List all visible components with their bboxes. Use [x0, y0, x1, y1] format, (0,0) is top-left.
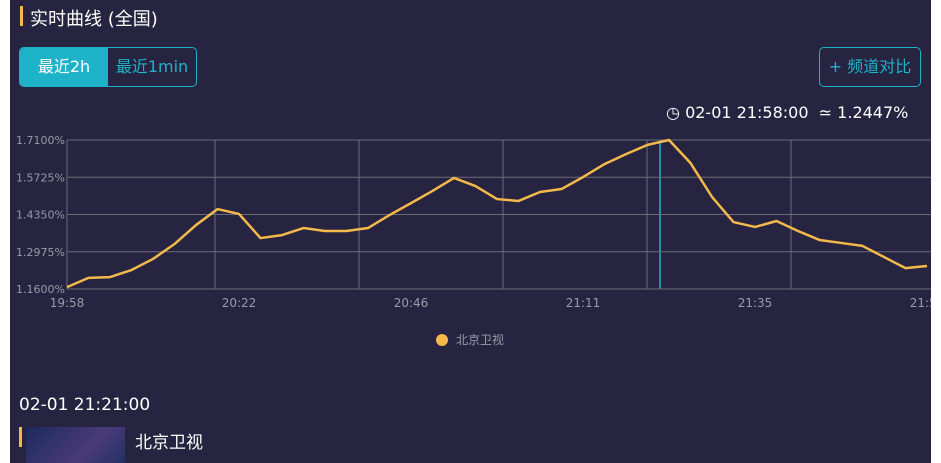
status-value: 1.2447% — [837, 103, 909, 122]
y-tick-label: 1.4350% — [16, 209, 65, 222]
x-tick-label: 20:46 — [394, 296, 429, 310]
y-tick-label: 1.2975% — [16, 246, 65, 259]
x-tick-label: 20:22 — [222, 296, 257, 310]
series-line — [66, 138, 928, 289]
detail-time: 02-01 21:21:00 — [19, 395, 151, 415]
legend-marker — [436, 334, 448, 346]
channel-thumbnail — [26, 427, 125, 463]
x-tick-label: 19:58 — [50, 296, 85, 310]
status-time: 02-01 21:58:00 — [685, 103, 809, 122]
chart: 1.1600% 1.2975% 1.4350% 1.5725% 1.7100% 19:58… — [16, 134, 931, 347]
tab[interactable]: 最近1min — [115, 57, 189, 76]
y-tick-label: 1.7100% — [16, 134, 65, 147]
tab-group: 最近2h 最近1min — [19, 47, 197, 87]
clock-icon: ◷ — [666, 103, 680, 122]
compare-button[interactable]: + 频道对比 — [819, 47, 921, 87]
detail-channel: 北京卫视 — [135, 433, 203, 453]
section-title: 实时曲线 (全国) — [30, 9, 158, 30]
x-tick-label: 21:35 — [738, 296, 773, 310]
y-tick-label: 1.5725% — [16, 171, 65, 184]
panel: 实时曲线 (全国) 最近2h 最近1min + 频道对比 ◷ 02-01 21:… — [10, 0, 931, 463]
tab-active[interactable]: 最近2h — [20, 48, 108, 86]
detail-accent — [19, 427, 22, 447]
y-tick-label: 1.1600% — [16, 283, 65, 296]
status-bar: ◷ 02-01 21:58:00 ≃ 1.2447% — [666, 103, 908, 122]
x-tick-label: 21:58 — [910, 296, 931, 310]
title-accent — [20, 6, 23, 26]
x-tick-label: 21:11 — [566, 296, 601, 310]
legend-label: 北京卫视 — [456, 332, 504, 347]
rating-icon: ≃ — [818, 103, 833, 122]
